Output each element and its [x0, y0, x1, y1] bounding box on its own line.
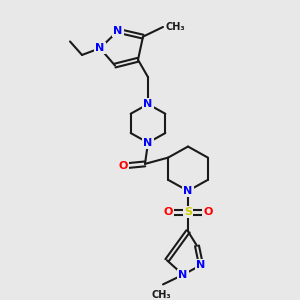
Text: N: N — [178, 270, 188, 280]
Text: N: N — [183, 186, 193, 196]
Text: N: N — [196, 260, 206, 270]
Text: N: N — [95, 43, 105, 53]
Text: O: O — [163, 207, 173, 217]
Text: CH₃: CH₃ — [151, 290, 171, 300]
Text: N: N — [143, 138, 153, 148]
Text: N: N — [113, 26, 123, 36]
Text: N: N — [143, 99, 153, 109]
Text: O: O — [118, 161, 128, 171]
Text: O: O — [203, 207, 213, 217]
Text: S: S — [184, 207, 192, 217]
Text: CH₃: CH₃ — [166, 22, 186, 32]
